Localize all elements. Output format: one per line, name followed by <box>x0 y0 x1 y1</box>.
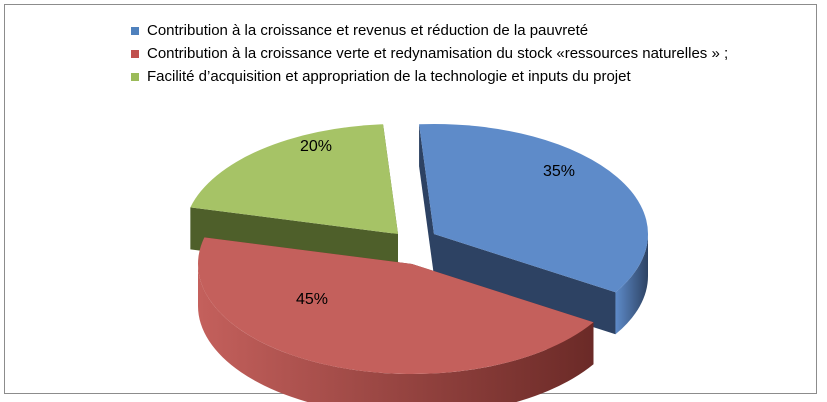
slice1-cut-face-1 <box>419 124 434 277</box>
chart-legend: Contribution à la croissance et revenus … <box>131 19 728 88</box>
slice3-top-face <box>190 124 398 234</box>
legend-item-technologie: Facilité d’acquisition et appropriation … <box>131 65 728 88</box>
slice2-top-face <box>198 237 594 374</box>
legend-item-croissance-revenus: Contribution à la croissance et revenus … <box>131 19 728 42</box>
slice1-top-face <box>419 123 648 293</box>
legend-swatch-blue <box>131 26 139 35</box>
pie-slice-2: 45% <box>198 237 594 402</box>
legend-swatch-green <box>131 72 139 81</box>
legend-swatch-red <box>131 49 139 58</box>
slice1-side-wall-1 <box>615 234 648 335</box>
legend-label-croissance-revenus: Contribution à la croissance et revenus … <box>147 22 589 39</box>
pie-slice-1: 35% <box>419 123 648 335</box>
legend-item-croissance-verte: Contribution à la croissance verte et re… <box>131 42 728 65</box>
legend-label-technologie: Facilité d’acquisition et appropriation … <box>147 68 631 85</box>
slice3-data-label: 20% <box>300 138 332 155</box>
slice2-side-wall-1 <box>198 264 594 402</box>
slice1-data-label: 35% <box>543 163 575 180</box>
slice1-cut-face-2 <box>434 234 616 335</box>
legend-label-croissance-verte: Contribution à la croissance verte et re… <box>147 45 729 62</box>
slice2-data-label: 45% <box>296 291 328 308</box>
